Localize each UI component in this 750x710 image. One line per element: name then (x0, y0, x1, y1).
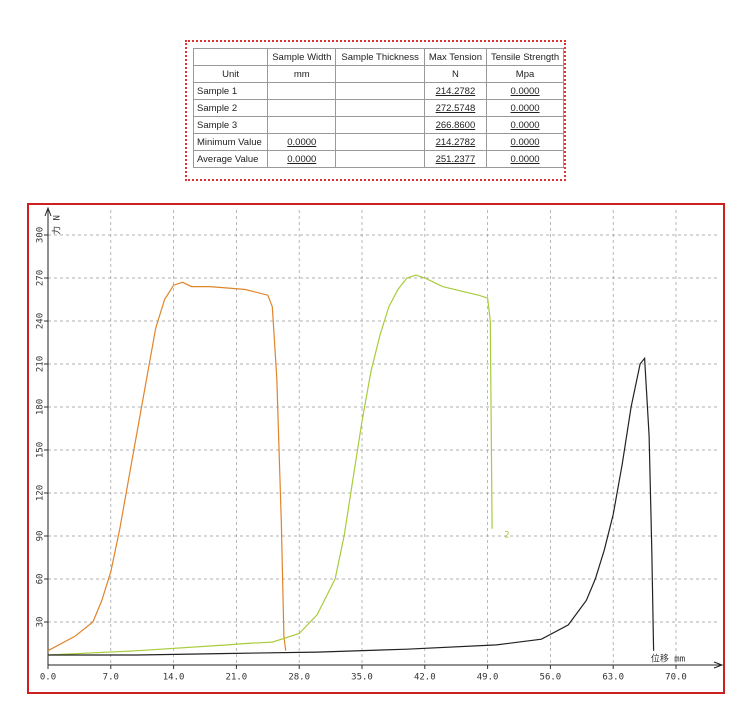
y-tick-label: 150 (36, 442, 46, 458)
table-cell: 0.0000 (267, 150, 337, 168)
table-row: Minimum Value 0.0000 214.2782 0.0000 (192, 133, 564, 151)
table-cell: 251.2377 (423, 150, 488, 168)
y-tick-label: 210 (36, 356, 46, 372)
table-cell: 214.2782 (423, 133, 488, 151)
results-table: Sample Width Sample Thickness Max Tension T… (192, 48, 564, 168)
y-tick-label: 90 (36, 531, 46, 542)
x-tick-label: 28.0 (288, 673, 310, 683)
x-axis-label: 位移 mm (651, 653, 685, 665)
data-line (48, 356, 655, 656)
x-tick-label: 0.0 (40, 673, 56, 683)
table-cell: 0.0000 (486, 150, 564, 168)
y-tick-label: 300 (36, 227, 46, 243)
x-tick-label: 14.0 (163, 673, 185, 683)
y-tick-label: 120 (36, 485, 46, 501)
table-row: Unit mm N Mpa (192, 65, 564, 83)
table-cell: 214.2782 (423, 82, 488, 100)
y-tick-label: 60 (36, 574, 46, 585)
x-axis (48, 661, 724, 669)
x-tick-label: 42.0 (414, 673, 436, 683)
table-row: Sample 1 214.2782 0.0000 (192, 82, 564, 100)
data-line (47, 281, 287, 652)
x-tick-label: 70.0 (665, 673, 687, 683)
x-tick-label: 35.0 (351, 673, 373, 683)
x-tick-label: 21.0 (226, 673, 248, 683)
chart-frame (27, 203, 725, 694)
y-tick-label: 270 (36, 270, 46, 286)
table-row: Average Value 0.0000 251.2377 0.0000 (192, 150, 564, 168)
curve-label: 2 (504, 530, 509, 540)
y-axis (44, 206, 52, 665)
x-tick-label: 49.0 (477, 673, 499, 683)
data-line (47, 274, 493, 656)
table-frame: Sample Width Sample Thickness Max Tension T… (185, 40, 566, 181)
y-tick-label: 30 (36, 617, 46, 628)
y-axis-label: 力 N (51, 215, 63, 235)
y-tick-label: 180 (36, 399, 46, 415)
y-tick-label: 240 (36, 313, 46, 329)
x-tick-label: 56.0 (540, 673, 562, 683)
x-tick-label: 7.0 (103, 673, 119, 683)
x-tick-label: 63.0 (602, 673, 624, 683)
